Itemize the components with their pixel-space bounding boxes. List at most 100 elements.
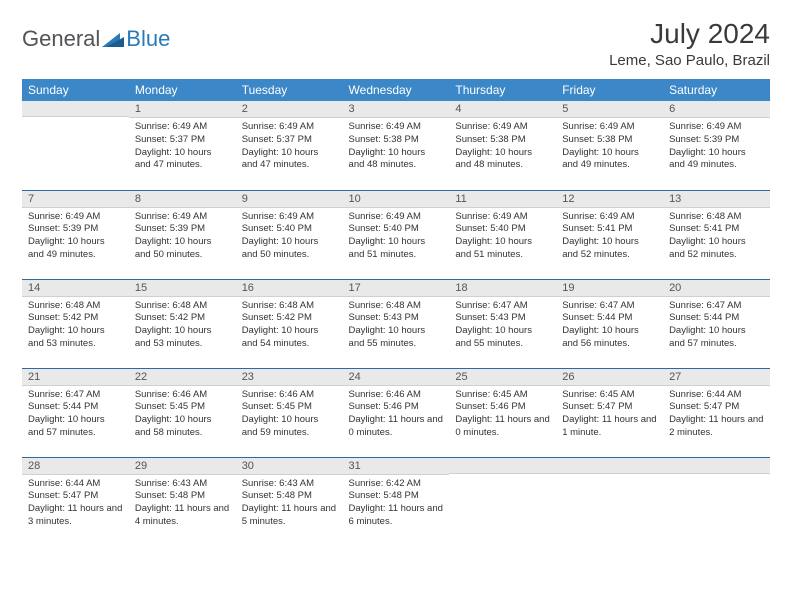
sunrise-text: Sunrise: 6:46 AM xyxy=(349,389,444,402)
calendar-day-cell xyxy=(449,457,556,545)
daylight-text: Daylight: 10 hours and 49 minutes. xyxy=(562,147,657,173)
sunrise-text: Sunrise: 6:49 AM xyxy=(455,211,550,224)
day-details: Sunrise: 6:49 AMSunset: 5:39 PMDaylight:… xyxy=(663,118,770,176)
calendar-week-row: 28Sunrise: 6:44 AMSunset: 5:47 PMDayligh… xyxy=(22,457,770,545)
daylight-text: Daylight: 10 hours and 49 minutes. xyxy=(28,236,123,262)
calendar-day-cell: 1Sunrise: 6:49 AMSunset: 5:37 PMDaylight… xyxy=(129,101,236,189)
daylight-text: Daylight: 10 hours and 50 minutes. xyxy=(242,236,337,262)
day-number: 5 xyxy=(556,101,663,118)
sunset-text: Sunset: 5:45 PM xyxy=(242,401,337,414)
sunset-text: Sunset: 5:42 PM xyxy=(135,312,230,325)
calendar-day-cell: 28Sunrise: 6:44 AMSunset: 5:47 PMDayligh… xyxy=(22,457,129,545)
day-number: 7 xyxy=(22,191,129,208)
daylight-text: Daylight: 11 hours and 6 minutes. xyxy=(349,503,444,529)
day-number xyxy=(663,458,770,474)
daylight-text: Daylight: 11 hours and 2 minutes. xyxy=(669,414,764,440)
daylight-text: Daylight: 10 hours and 55 minutes. xyxy=(455,325,550,351)
daylight-text: Daylight: 10 hours and 52 minutes. xyxy=(562,236,657,262)
day-details: Sunrise: 6:46 AMSunset: 5:46 PMDaylight:… xyxy=(343,386,450,444)
day-details: Sunrise: 6:49 AMSunset: 5:37 PMDaylight:… xyxy=(129,118,236,176)
sunrise-text: Sunrise: 6:48 AM xyxy=(28,300,123,313)
sunset-text: Sunset: 5:38 PM xyxy=(562,134,657,147)
day-details: Sunrise: 6:47 AMSunset: 5:44 PMDaylight:… xyxy=(663,297,770,355)
sunset-text: Sunset: 5:48 PM xyxy=(349,490,444,503)
sunset-text: Sunset: 5:39 PM xyxy=(135,223,230,236)
calendar-day-cell: 17Sunrise: 6:48 AMSunset: 5:43 PMDayligh… xyxy=(343,279,450,367)
daylight-text: Daylight: 10 hours and 55 minutes. xyxy=(349,325,444,351)
sunrise-text: Sunrise: 6:47 AM xyxy=(28,389,123,402)
daylight-text: Daylight: 10 hours and 54 minutes. xyxy=(242,325,337,351)
day-details: Sunrise: 6:47 AMSunset: 5:44 PMDaylight:… xyxy=(556,297,663,355)
sunset-text: Sunset: 5:43 PM xyxy=(349,312,444,325)
day-details: Sunrise: 6:45 AMSunset: 5:47 PMDaylight:… xyxy=(556,386,663,444)
calendar-day-cell: 11 Sunrise: 6:49 AMSunset: 5:40 PMDayligh… xyxy=(449,190,556,278)
daylight-text: Daylight: 10 hours and 53 minutes. xyxy=(28,325,123,351)
day-details: Sunrise: 6:47 AMSunset: 5:44 PMDaylight:… xyxy=(22,386,129,444)
day-number: 3 xyxy=(343,101,450,118)
daylight-text: Daylight: 11 hours and 1 minute. xyxy=(562,414,657,440)
calendar-day-cell: 26Sunrise: 6:45 AMSunset: 5:47 PMDayligh… xyxy=(556,368,663,456)
day-header: Tuesday xyxy=(236,79,343,101)
sunset-text: Sunset: 5:41 PM xyxy=(562,223,657,236)
sunrise-text: Sunrise: 6:49 AM xyxy=(455,121,550,134)
calendar-day-cell: 30Sunrise: 6:43 AMSunset: 5:48 PMDayligh… xyxy=(236,457,343,545)
calendar-day-cell: 6Sunrise: 6:49 AMSunset: 5:39 PMDaylight… xyxy=(663,101,770,189)
calendar-week-row: 7Sunrise: 6:49 AMSunset: 5:39 PMDaylight… xyxy=(22,190,770,278)
sunrise-text: Sunrise: 6:46 AM xyxy=(135,389,230,402)
day-details: Sunrise: 6:44 AMSunset: 5:47 PMDaylight:… xyxy=(22,475,129,533)
calendar-day-cell: 21Sunrise: 6:47 AMSunset: 5:44 PMDayligh… xyxy=(22,368,129,456)
day-details: Sunrise: 6:49 AMSunset: 5:38 PMDaylight:… xyxy=(556,118,663,176)
sunrise-text: Sunrise: 6:49 AM xyxy=(28,211,123,224)
day-header: Friday xyxy=(556,79,663,101)
day-number: 11 xyxy=(449,191,556,208)
day-number xyxy=(22,101,129,117)
sunset-text: Sunset: 5:40 PM xyxy=(455,223,550,236)
day-number: 18 xyxy=(449,280,556,297)
sunset-text: Sunset: 5:39 PM xyxy=(669,134,764,147)
daylight-text: Daylight: 10 hours and 51 minutes. xyxy=(455,236,550,262)
logo-text-blue: Blue xyxy=(126,26,170,52)
day-details: Sunrise: 6:43 AMSunset: 5:48 PMDaylight:… xyxy=(129,475,236,533)
day-details: Sunrise: 6:44 AMSunset: 5:47 PMDaylight:… xyxy=(663,386,770,444)
sunset-text: Sunset: 5:47 PM xyxy=(562,401,657,414)
day-number: 27 xyxy=(663,369,770,386)
day-number: 25 xyxy=(449,369,556,386)
day-header-row: Sunday Monday Tuesday Wednesday Thursday… xyxy=(22,79,770,101)
sunset-text: Sunset: 5:38 PM xyxy=(455,134,550,147)
sunset-text: Sunset: 5:48 PM xyxy=(135,490,230,503)
day-details: Sunrise: 6:42 AMSunset: 5:48 PMDaylight:… xyxy=(343,475,450,533)
sunset-text: Sunset: 5:47 PM xyxy=(669,401,764,414)
calendar-day-cell: 12Sunrise: 6:49 AMSunset: 5:41 PMDayligh… xyxy=(556,190,663,278)
daylight-text: Daylight: 11 hours and 5 minutes. xyxy=(242,503,337,529)
calendar-day-cell: 23Sunrise: 6:46 AMSunset: 5:45 PMDayligh… xyxy=(236,368,343,456)
sunrise-text: Sunrise: 6:48 AM xyxy=(135,300,230,313)
day-number: 31 xyxy=(343,458,450,475)
day-details: Sunrise: 6:49 AMSunset: 5:41 PMDaylight:… xyxy=(556,208,663,266)
day-details: Sunrise: 6:49 AMSunset: 5:38 PMDaylight:… xyxy=(343,118,450,176)
calendar-table: Sunday Monday Tuesday Wednesday Thursday… xyxy=(22,79,770,545)
daylight-text: Daylight: 10 hours and 57 minutes. xyxy=(669,325,764,351)
sunrise-text: Sunrise: 6:44 AM xyxy=(28,478,123,491)
calendar-day-cell: 27Sunrise: 6:44 AMSunset: 5:47 PMDayligh… xyxy=(663,368,770,456)
calendar-day-cell: 20Sunrise: 6:47 AMSunset: 5:44 PMDayligh… xyxy=(663,279,770,367)
sunrise-text: Sunrise: 6:47 AM xyxy=(669,300,764,313)
day-details: Sunrise: 6:49 AMSunset: 5:40 PMDaylight:… xyxy=(236,208,343,266)
day-number: 2 xyxy=(236,101,343,118)
sunrise-text: Sunrise: 6:48 AM xyxy=(242,300,337,313)
day-number: 23 xyxy=(236,369,343,386)
day-header: Saturday xyxy=(663,79,770,101)
daylight-text: Daylight: 10 hours and 51 minutes. xyxy=(349,236,444,262)
daylight-text: Daylight: 10 hours and 59 minutes. xyxy=(242,414,337,440)
sunrise-text: Sunrise: 6:42 AM xyxy=(349,478,444,491)
day-header: Monday xyxy=(129,79,236,101)
day-header: Wednesday xyxy=(343,79,450,101)
sunset-text: Sunset: 5:40 PM xyxy=(242,223,337,236)
logo-text-general: General xyxy=(22,26,100,52)
sunrise-text: Sunrise: 6:48 AM xyxy=(669,211,764,224)
sunrise-text: Sunrise: 6:49 AM xyxy=(242,121,337,134)
header: General Blue July 2024 Leme, Sao Paulo, … xyxy=(22,18,770,69)
daylight-text: Daylight: 11 hours and 4 minutes. xyxy=(135,503,230,529)
month-title: July 2024 xyxy=(609,18,770,50)
day-details: Sunrise: 6:49 AMSunset: 5:39 PMDaylight:… xyxy=(129,208,236,266)
sunset-text: Sunset: 5:39 PM xyxy=(28,223,123,236)
